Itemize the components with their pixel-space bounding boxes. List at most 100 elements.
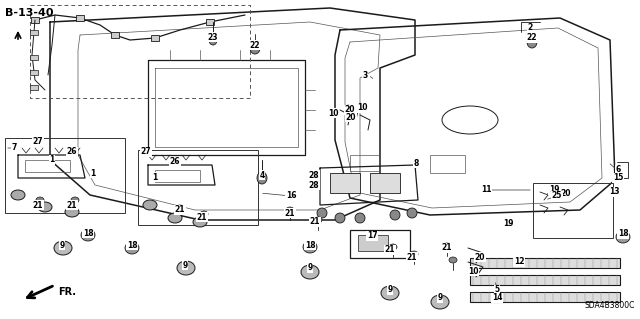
Text: 21: 21 — [175, 205, 185, 214]
Ellipse shape — [381, 286, 399, 300]
Text: 19: 19 — [548, 186, 559, 195]
Text: 20: 20 — [345, 106, 355, 115]
Ellipse shape — [250, 42, 260, 54]
Bar — [30, 30, 38, 35]
Text: 9: 9 — [437, 293, 443, 302]
Bar — [350, 230, 410, 258]
Text: 21: 21 — [385, 246, 396, 255]
Ellipse shape — [54, 241, 72, 255]
Bar — [151, 35, 159, 41]
Text: 21: 21 — [442, 243, 452, 253]
Text: 10: 10 — [468, 266, 478, 276]
Text: 10: 10 — [356, 103, 367, 113]
Bar — [470, 258, 620, 268]
Text: 11: 11 — [481, 186, 492, 195]
Text: 27: 27 — [33, 137, 44, 146]
Ellipse shape — [314, 217, 322, 223]
Text: 6: 6 — [616, 166, 621, 174]
Text: 28: 28 — [308, 181, 319, 189]
Text: 9: 9 — [387, 286, 392, 294]
Text: 9: 9 — [60, 241, 65, 249]
Text: 21: 21 — [196, 212, 207, 221]
Ellipse shape — [407, 208, 417, 218]
Text: 16: 16 — [285, 191, 296, 201]
Ellipse shape — [449, 257, 457, 263]
Ellipse shape — [301, 265, 319, 279]
Text: FR.: FR. — [58, 287, 76, 297]
Text: SDA4B3800C: SDA4B3800C — [584, 301, 635, 310]
Ellipse shape — [527, 36, 537, 48]
Text: 23: 23 — [208, 33, 218, 41]
Ellipse shape — [38, 202, 52, 212]
Ellipse shape — [71, 197, 79, 203]
Text: 18: 18 — [127, 241, 138, 249]
Text: 21: 21 — [33, 201, 44, 210]
Ellipse shape — [36, 197, 44, 203]
Bar — [31, 17, 39, 23]
Ellipse shape — [143, 200, 157, 210]
Text: 13: 13 — [609, 188, 620, 197]
Bar — [25, 160, 70, 172]
Text: 1: 1 — [152, 173, 157, 182]
Text: 15: 15 — [613, 174, 623, 182]
Text: 21: 21 — [285, 209, 295, 218]
Text: 1: 1 — [90, 168, 95, 177]
Ellipse shape — [286, 207, 294, 213]
Text: 17: 17 — [367, 232, 378, 241]
Text: 25: 25 — [552, 191, 562, 201]
Text: 8: 8 — [413, 159, 419, 167]
Text: 12: 12 — [514, 257, 524, 266]
Text: 21: 21 — [407, 253, 417, 262]
Text: 7: 7 — [12, 144, 17, 152]
Text: 22: 22 — [527, 33, 537, 42]
Text: 22: 22 — [250, 41, 260, 49]
Text: 18: 18 — [83, 228, 93, 238]
Ellipse shape — [125, 242, 139, 254]
Bar — [30, 55, 38, 60]
Bar — [350, 155, 380, 171]
Text: 9: 9 — [307, 263, 312, 272]
Bar — [30, 85, 38, 90]
Ellipse shape — [355, 213, 365, 223]
Ellipse shape — [317, 208, 327, 218]
Ellipse shape — [257, 172, 267, 184]
Text: 27: 27 — [141, 147, 151, 157]
Bar — [358, 235, 388, 251]
Bar — [5, 138, 125, 213]
Text: 20: 20 — [475, 253, 485, 262]
Text: 3: 3 — [362, 70, 367, 79]
Bar — [206, 19, 214, 25]
Ellipse shape — [389, 244, 397, 250]
Text: 26: 26 — [67, 147, 77, 157]
Text: 9: 9 — [182, 261, 188, 270]
Bar — [470, 275, 620, 285]
Ellipse shape — [209, 35, 217, 45]
Text: 5: 5 — [495, 286, 500, 294]
Ellipse shape — [81, 229, 95, 241]
Ellipse shape — [200, 211, 208, 217]
Bar — [370, 173, 400, 193]
Ellipse shape — [335, 213, 345, 223]
Text: 21: 21 — [67, 201, 77, 210]
Text: 2: 2 — [527, 24, 532, 33]
Ellipse shape — [431, 295, 449, 309]
Bar — [30, 70, 38, 75]
Text: 1: 1 — [49, 155, 54, 165]
Text: 20: 20 — [346, 113, 356, 122]
Ellipse shape — [176, 205, 184, 211]
Text: 14: 14 — [492, 293, 502, 302]
Text: 18: 18 — [618, 229, 628, 239]
Bar — [330, 173, 360, 193]
Bar — [470, 292, 620, 302]
Text: B-13-40: B-13-40 — [5, 8, 54, 18]
Text: 26: 26 — [170, 158, 180, 167]
Text: 19: 19 — [503, 219, 513, 228]
Text: 21: 21 — [310, 218, 320, 226]
Ellipse shape — [177, 261, 195, 275]
Bar — [533, 183, 613, 238]
Text: 20: 20 — [561, 189, 572, 197]
Bar — [76, 15, 84, 21]
Text: 18: 18 — [305, 241, 316, 249]
Ellipse shape — [65, 207, 79, 217]
Bar — [111, 32, 119, 38]
